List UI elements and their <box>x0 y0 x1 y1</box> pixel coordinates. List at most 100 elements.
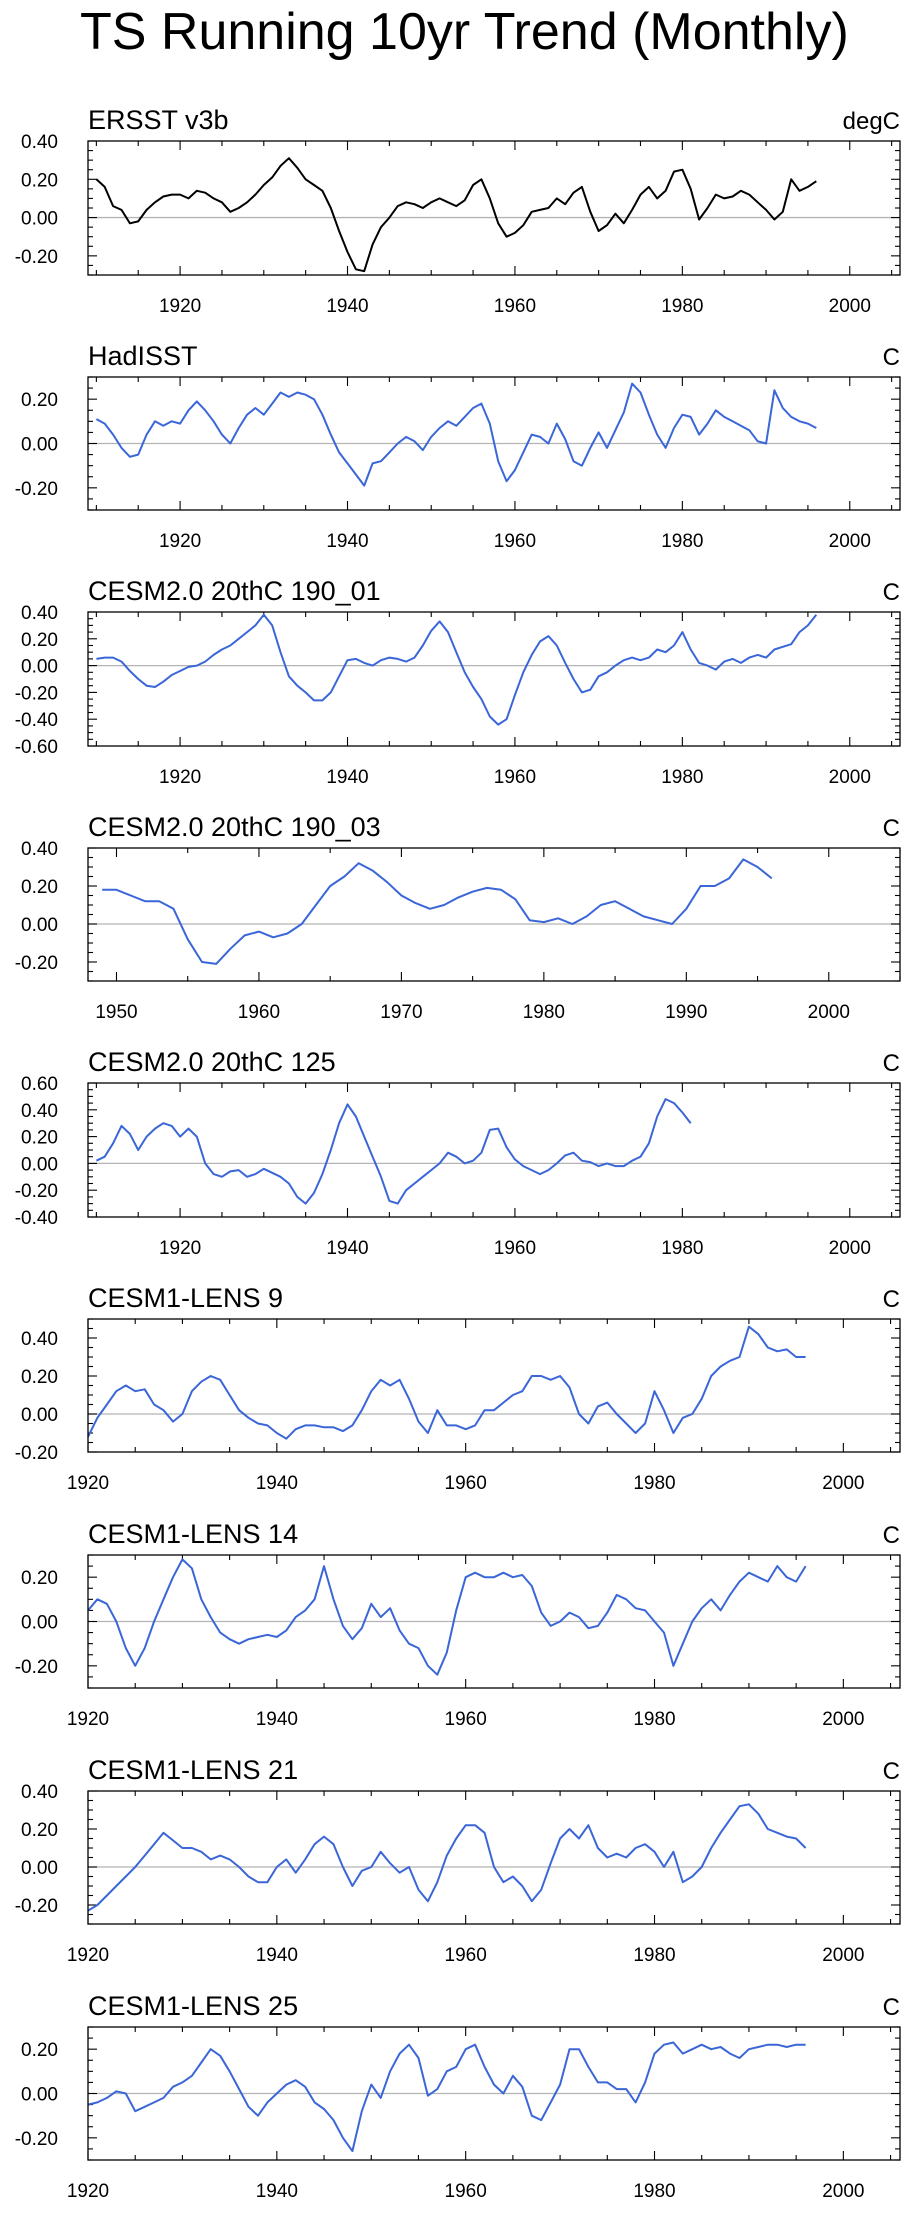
y-tick-label: 0.40 <box>21 1329 58 1350</box>
y-tick-label: -0.20 <box>15 1443 58 1464</box>
panel-units: C <box>883 579 900 606</box>
y-tick-label: 0.00 <box>21 2085 58 2106</box>
x-tick-label: 1980 <box>633 1945 675 1966</box>
y-tick-label: 0.20 <box>21 877 58 898</box>
x-tick-label: 1960 <box>494 767 536 788</box>
x-tick-label: 1980 <box>523 1002 565 1023</box>
x-tick-label: 1940 <box>326 296 368 317</box>
chart-panel-6: CESM1-LENS 9 C -0.20 0.00 0.20 0.40 1920 1940 19… <box>15 1283 901 1494</box>
panel-units: C <box>883 1050 900 1077</box>
x-tick-label: 2000 <box>822 1945 864 1966</box>
y-tick-label: -0.20 <box>15 247 58 268</box>
y-tick-label: 0.00 <box>21 209 58 230</box>
x-tick-label: 1980 <box>661 296 703 317</box>
panel-title: ERSST v3b <box>88 105 229 135</box>
plot-frame <box>87 611 901 747</box>
x-tick-label: 2000 <box>822 1709 864 1730</box>
x-tick-label: 1980 <box>661 531 703 552</box>
x-tick-label: 1920 <box>67 1473 109 1494</box>
y-tick-label: 0.20 <box>21 1128 58 1149</box>
y-tick-label: 0.40 <box>21 1101 58 1122</box>
chart-panel-4: CESM2.0 20thC 190_03 C -0.20 0.00 0.20 0.40 19… <box>15 812 901 1023</box>
panel-units: C <box>883 1994 900 2021</box>
x-tick-label: 1940 <box>256 1945 298 1966</box>
panel-title: CESM1-LENS 21 <box>88 1755 298 1785</box>
x-tick-label: 1960 <box>494 531 536 552</box>
y-tick-label: 0.20 <box>21 1568 58 1589</box>
x-tick-label: 1940 <box>326 767 368 788</box>
y-tick-label: -0.20 <box>15 2129 58 2150</box>
x-tick-label: 1940 <box>256 1709 298 1730</box>
panel-units: C <box>883 1286 900 1313</box>
series-line <box>87 1558 807 1676</box>
y-tick-label: 0.00 <box>21 1405 58 1426</box>
x-tick-label: 1980 <box>633 1473 675 1494</box>
y-tick-label: -0.20 <box>15 1657 58 1678</box>
main-title: TS Running 10yr Trend (Monthly) <box>80 3 849 61</box>
x-tick-label: 1970 <box>380 1002 422 1023</box>
panel-units: C <box>883 344 900 371</box>
panel-units: degC <box>843 108 900 135</box>
x-tick-label: 1940 <box>326 1238 368 1259</box>
chart-panel-2: HadISST C -0.20 0.00 0.20 1920 1940 1960 1980 200… <box>15 341 901 552</box>
x-tick-label: 1960 <box>445 2181 487 2202</box>
chart-panel-3: CESM2.0 20thC 190_01 C -0.60 -0.40 -0.20 0.00… <box>15 576 901 788</box>
panel-title: CESM1-LENS 9 <box>88 1283 283 1313</box>
x-tick-label: 1960 <box>238 1002 280 1023</box>
x-tick-label: 1980 <box>633 1709 675 1730</box>
series-line <box>96 613 818 726</box>
y-tick-label: -0.20 <box>15 1181 58 1202</box>
plot-frame <box>87 1318 901 1453</box>
y-tick-label: -0.20 <box>15 683 58 704</box>
x-tick-label: 1990 <box>665 1002 707 1023</box>
chart-panel-7: CESM1-LENS 14 C -0.20 0.00 0.20 1920 1940 1960 1… <box>15 1519 901 1730</box>
plot-frame <box>87 140 901 276</box>
y-tick-label: 0.20 <box>21 2040 58 2061</box>
plot-frame <box>87 1554 901 1689</box>
chart-panel-5: CESM2.0 20thC 125 C -0.40 -0.20 0.00 0.20 0.40… <box>15 1047 901 1259</box>
panel-title: CESM2.0 20thC 190_03 <box>88 812 381 842</box>
y-tick-label: 0.40 <box>21 839 58 860</box>
series-line <box>102 858 773 965</box>
y-tick-label: 0.60 <box>21 1074 58 1095</box>
y-tick-label: -0.20 <box>15 953 58 974</box>
x-tick-label: 1980 <box>661 1238 703 1259</box>
y-tick-label: 0.20 <box>21 390 58 411</box>
x-tick-label: 1960 <box>445 1709 487 1730</box>
panel-title: CESM2.0 20thC 190_01 <box>88 576 381 606</box>
x-tick-label: 1920 <box>159 296 201 317</box>
x-tick-label: 1940 <box>256 2181 298 2202</box>
y-tick-label: 0.20 <box>21 1820 58 1841</box>
series-line <box>87 1325 806 1440</box>
panel-units: C <box>883 1522 900 1549</box>
x-tick-label: 1960 <box>445 1945 487 1966</box>
x-tick-label: 1960 <box>494 1238 536 1259</box>
x-tick-label: 1920 <box>67 1709 109 1730</box>
series-line <box>95 382 817 487</box>
y-tick-label: -0.40 <box>15 710 58 731</box>
y-tick-label: -0.40 <box>15 1208 58 1229</box>
plot-frame <box>87 1790 901 1925</box>
x-tick-label: 1920 <box>159 1238 201 1259</box>
x-tick-label: 1920 <box>159 767 201 788</box>
x-tick-label: 2000 <box>829 1238 871 1259</box>
x-tick-label: 2000 <box>822 2181 864 2202</box>
series-line <box>87 2041 806 2153</box>
y-tick-label: 0.00 <box>21 1154 58 1175</box>
y-tick-label: 0.00 <box>21 435 58 456</box>
x-tick-label: 2000 <box>822 1473 864 1494</box>
panel-title: HadISST <box>88 341 198 371</box>
x-tick-label: 2000 <box>829 531 871 552</box>
chart-panel-1: ERSST v3b degC -0.20 0.00 0.20 0.40 1920 1940 19… <box>15 105 901 317</box>
y-tick-label: 0.20 <box>21 1367 58 1388</box>
plot-frame <box>87 847 901 982</box>
panel-title: CESM2.0 20thC 125 <box>88 1047 336 1077</box>
series-line <box>95 157 817 273</box>
y-tick-label: 0.00 <box>21 657 58 678</box>
x-tick-label: 1920 <box>159 531 201 552</box>
y-tick-label: 0.00 <box>21 1858 58 1879</box>
y-tick-label: 0.20 <box>21 170 58 191</box>
panel-units: C <box>883 815 900 842</box>
y-tick-label: -0.20 <box>15 479 58 500</box>
